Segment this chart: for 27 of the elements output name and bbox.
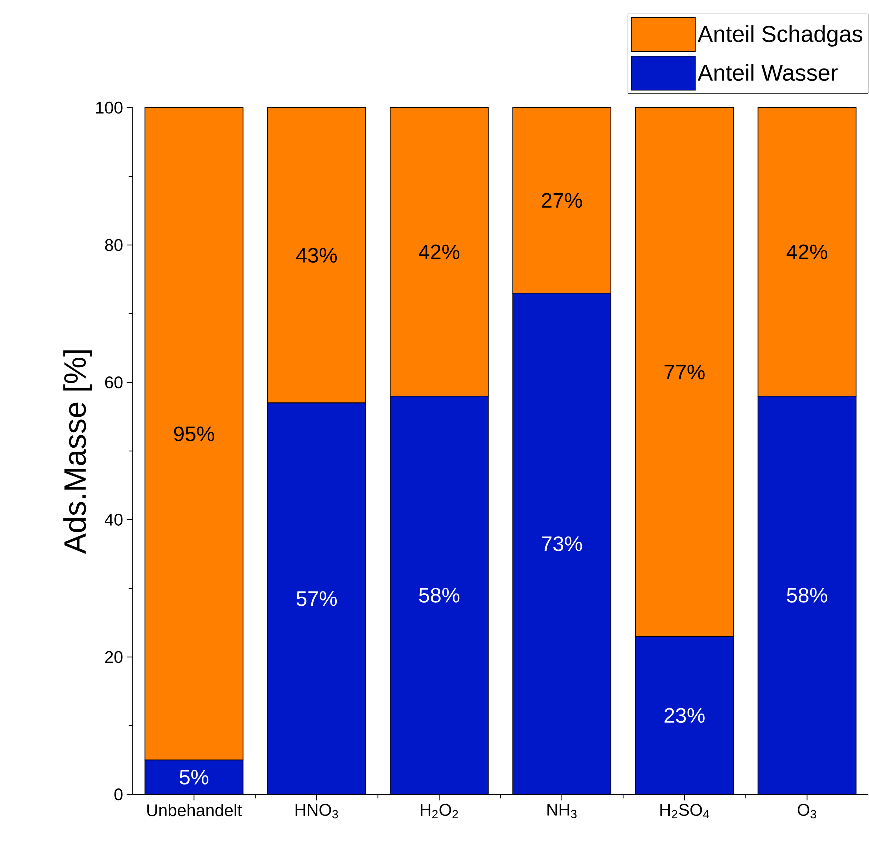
data-label: 5% — [180, 770, 209, 786]
data-label: 42% — [419, 244, 460, 260]
data-label: 58% — [419, 588, 460, 604]
y-tick-label: 80 — [105, 239, 123, 252]
x-tick-label: NH$_{3}$ — [548, 804, 577, 819]
x-tick-label: H$_{2}$O$_{2}$ — [421, 804, 458, 819]
legend-label: Anteil Wasser — [698, 64, 838, 82]
y-tick-label: 20 — [105, 651, 123, 664]
y-tick-label: 0 — [114, 788, 123, 801]
data-label: 42% — [786, 244, 828, 260]
y-tick-label: 40 — [104, 514, 123, 526]
data-label: 43% — [296, 248, 338, 264]
x-tick-label: H$_{2}$SO$_{4}$ — [660, 804, 710, 819]
data-label: 77% — [664, 365, 705, 380]
data-label: 23% — [664, 708, 705, 724]
y-axis-title: Ads.Masse [%] — [64, 350, 92, 554]
data-label: 95% — [174, 426, 214, 442]
y-tick-label: 60 — [105, 376, 123, 389]
legend-label: Anteil Schadgas — [698, 26, 863, 48]
data-label: 58% — [787, 588, 828, 604]
data-label: 73% — [542, 536, 582, 552]
data-label: 27% — [542, 193, 582, 208]
data-label: 57% — [296, 592, 338, 606]
x-tick-label: Unbehandelt — [148, 804, 242, 817]
x-tick-label: O$_{3}$ — [798, 804, 816, 819]
y-tick-label: 100 — [96, 102, 123, 114]
x-tick-label: HNO$_{3}$ — [296, 804, 338, 819]
